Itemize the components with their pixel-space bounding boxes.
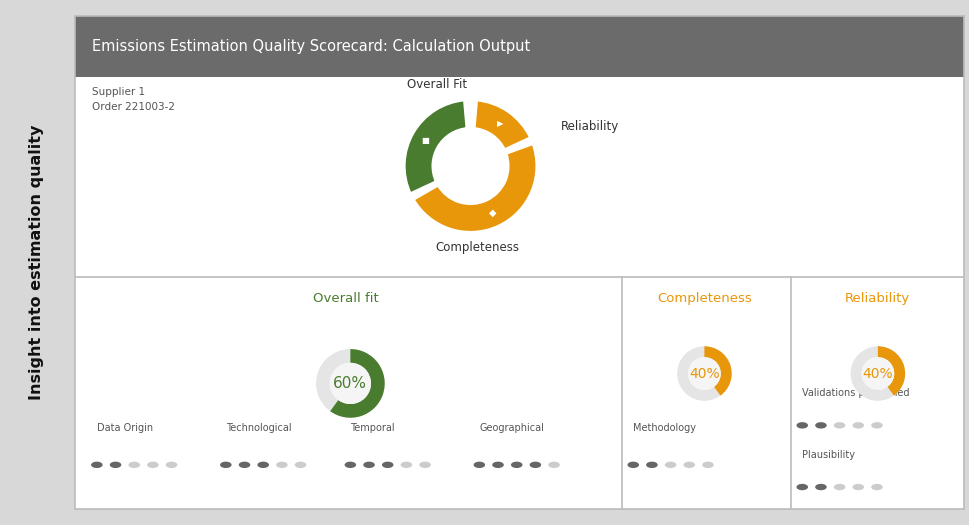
Text: Completeness: Completeness (657, 292, 752, 305)
Text: Order 221003-2: Order 221003-2 (92, 102, 175, 112)
Circle shape (628, 461, 639, 468)
Text: ■: ■ (422, 135, 429, 144)
Text: Plausibility: Plausibility (802, 450, 856, 460)
Wedge shape (330, 349, 385, 418)
Text: Completeness: Completeness (435, 241, 519, 254)
Circle shape (345, 461, 357, 468)
Circle shape (665, 461, 676, 468)
Wedge shape (404, 100, 467, 194)
Circle shape (238, 461, 250, 468)
Text: Methodology: Methodology (634, 423, 697, 433)
Circle shape (382, 461, 393, 468)
Circle shape (295, 461, 306, 468)
Circle shape (861, 357, 894, 390)
Text: Technological: Technological (226, 423, 292, 433)
Circle shape (276, 461, 288, 468)
Wedge shape (677, 346, 732, 401)
Text: 60%: 60% (333, 376, 367, 391)
Text: Insight into estimation quality: Insight into estimation quality (29, 125, 44, 400)
Wedge shape (413, 143, 537, 233)
Text: 40%: 40% (689, 366, 720, 381)
Circle shape (166, 461, 177, 468)
Text: Supplier 1: Supplier 1 (92, 87, 145, 97)
Circle shape (511, 461, 522, 468)
Circle shape (871, 484, 883, 490)
Wedge shape (704, 346, 732, 396)
Circle shape (363, 461, 375, 468)
Circle shape (797, 484, 808, 490)
Text: Geographical: Geographical (480, 423, 545, 433)
Circle shape (834, 484, 845, 490)
Circle shape (683, 461, 695, 468)
Circle shape (433, 129, 508, 203)
Circle shape (91, 461, 103, 468)
Circle shape (474, 461, 485, 468)
Circle shape (220, 461, 232, 468)
Circle shape (871, 422, 883, 428)
Text: Overall fit: Overall fit (313, 292, 379, 305)
Text: 40%: 40% (862, 366, 893, 381)
Text: Reliability: Reliability (845, 292, 911, 305)
Text: Overall Fit: Overall Fit (407, 78, 467, 91)
Wedge shape (316, 349, 385, 418)
Circle shape (646, 461, 658, 468)
Wedge shape (851, 346, 905, 401)
Circle shape (400, 461, 412, 468)
Circle shape (329, 363, 371, 404)
Circle shape (853, 484, 864, 490)
Circle shape (815, 484, 827, 490)
Circle shape (853, 422, 864, 428)
Circle shape (258, 461, 269, 468)
Circle shape (688, 357, 721, 390)
Circle shape (147, 461, 159, 468)
FancyBboxPatch shape (75, 16, 964, 77)
Circle shape (703, 461, 714, 468)
Wedge shape (878, 346, 905, 396)
Circle shape (129, 461, 140, 468)
Text: ▶: ▶ (497, 119, 504, 128)
Text: Temporal: Temporal (351, 423, 395, 433)
Circle shape (548, 461, 560, 468)
Text: Emissions Estimation Quality Scorecard: Calculation Output: Emissions Estimation Quality Scorecard: … (92, 39, 531, 55)
Circle shape (530, 461, 541, 468)
Circle shape (815, 422, 827, 428)
Circle shape (420, 461, 431, 468)
Circle shape (834, 422, 845, 428)
Text: Validations performed: Validations performed (802, 388, 910, 398)
Text: Data Origin: Data Origin (97, 423, 153, 433)
Text: Reliability: Reliability (560, 120, 619, 132)
Circle shape (797, 422, 808, 428)
Circle shape (109, 461, 121, 468)
Circle shape (492, 461, 504, 468)
Wedge shape (474, 100, 531, 150)
Text: ◆: ◆ (488, 208, 496, 218)
